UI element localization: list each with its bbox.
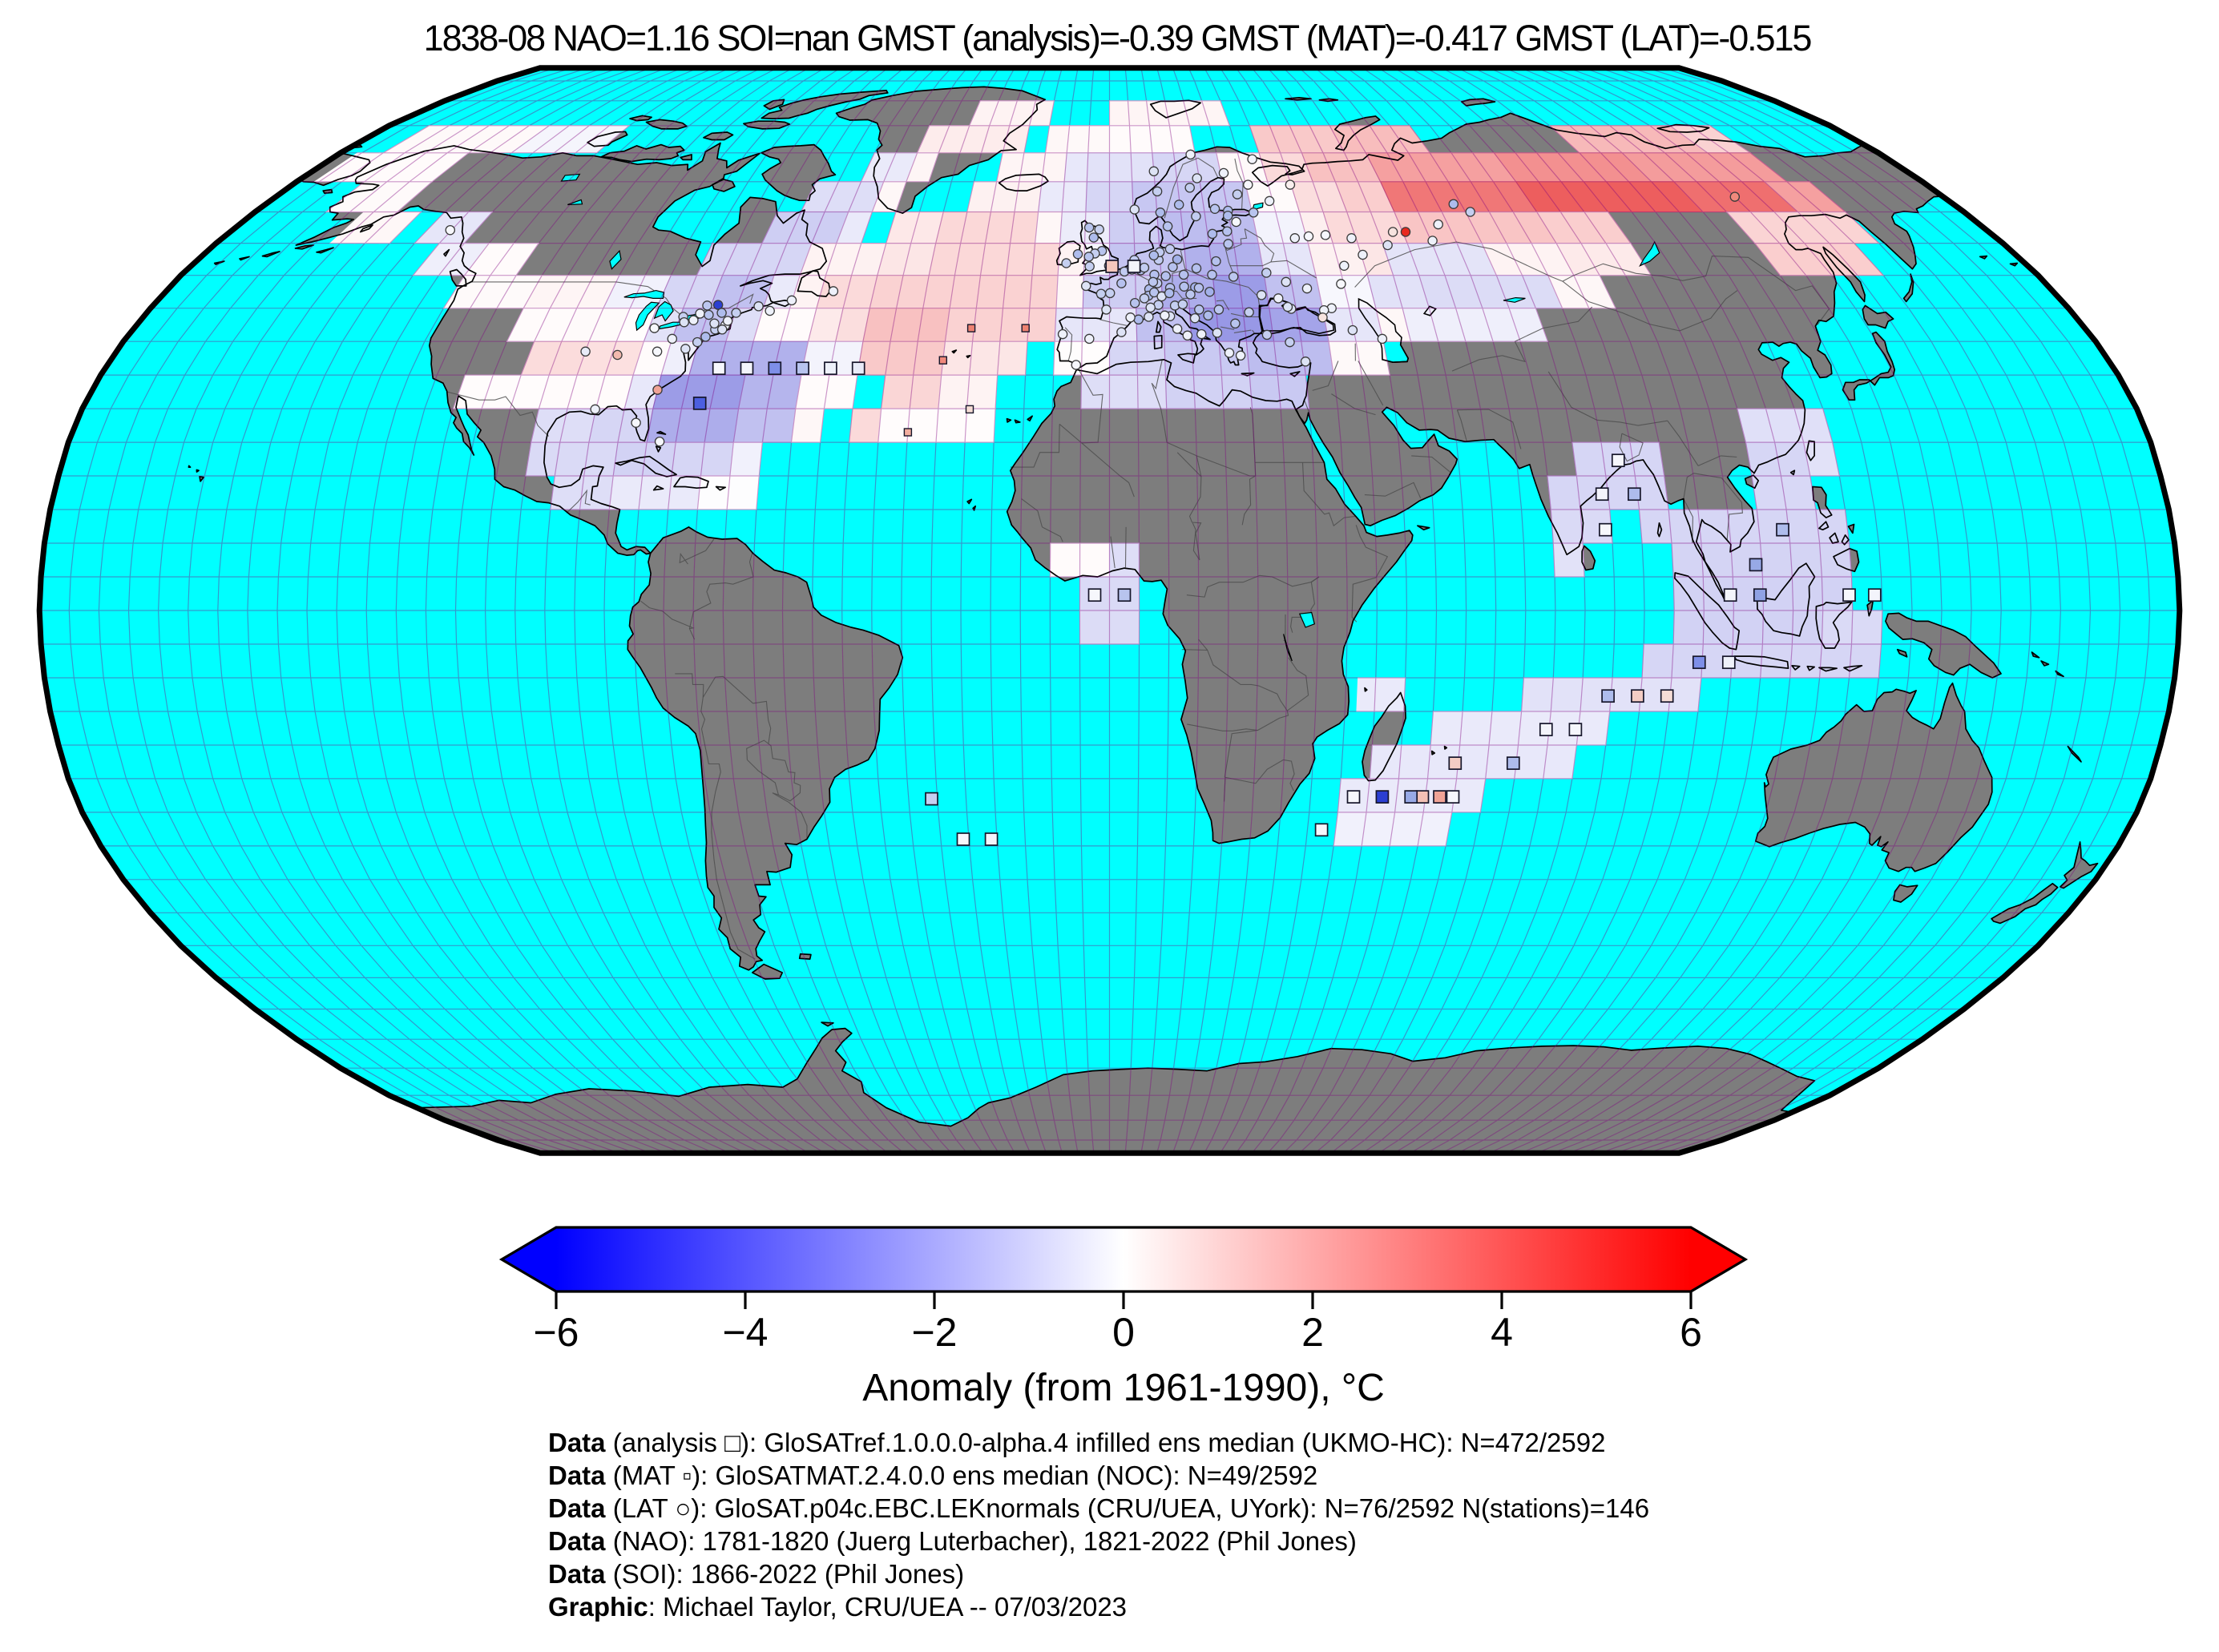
svg-text:Data (SOI): 1866-2022 (Phil Jo: Data (SOI): 1866-2022 (Phil Jones) [548,1559,964,1589]
svg-text:4: 4 [1491,1310,1513,1355]
svg-text:Anomaly (from 1961-1990), °C: Anomaly (from 1961-1990), °C [862,1367,1384,1409]
svg-text:2: 2 [1301,1310,1324,1355]
svg-text:1838-08 NAO=1.16 SOI=nan GMST: 1838-08 NAO=1.16 SOI=nan GMST (analysis)… [424,18,1812,58]
svg-text:Graphic: Michael Taylor, CRU/U: Graphic: Michael Taylor, CRU/UEA -- 07/0… [548,1592,1127,1622]
svg-text:−2: −2 [911,1310,957,1355]
svg-text:Data (MAT ▫): GloSATMAT.2.4.0.: Data (MAT ▫): GloSATMAT.2.4.0.0 ens medi… [548,1461,1317,1490]
svg-text:Data (LAT ○): GloSAT.p04c.EBC.: Data (LAT ○): GloSAT.p04c.EBC.LEKnormals… [548,1493,1649,1523]
svg-text:−6: −6 [533,1310,579,1355]
svg-text:0: 0 [1112,1310,1135,1355]
svg-text:−4: −4 [722,1310,768,1355]
svg-text:Data (NAO): 1781-1820 (Juerg L: Data (NAO): 1781-1820 (Juerg Luterbacher… [548,1526,1357,1556]
svg-text:6: 6 [1680,1310,1702,1355]
svg-text:Data (analysis □): GloSATref.1: Data (analysis □): GloSATref.1.0.0.0-alp… [548,1428,1605,1457]
